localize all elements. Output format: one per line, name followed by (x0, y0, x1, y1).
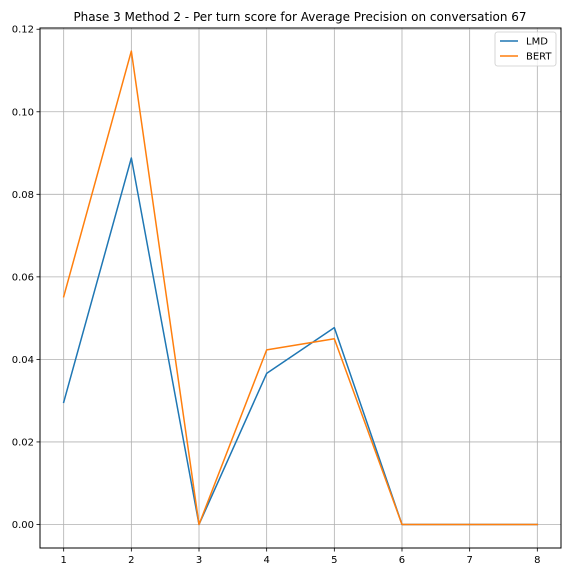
plot-frame (39, 27, 562, 549)
x-tick-label: 3 (196, 555, 202, 566)
axis-ticks: 1 2 3 4 5 6 7 8 0.00 0.02 0.04 0.06 0.08 0.10 0.12 (12, 25, 541, 566)
y-tick-label: 0.10 (12, 107, 34, 118)
chart-title: Phase 3 Method 2 - Per turn score for Av… (73, 10, 526, 24)
grid-lines (40, 28, 561, 548)
series-line-lmd (62, 157, 539, 526)
x-tick-label: 8 (534, 555, 540, 566)
y-tick-label: 0.00 (12, 520, 34, 531)
x-tick-label: 4 (263, 555, 269, 566)
series-line-bert (62, 50, 539, 526)
legend: LMD BERT (494, 31, 557, 67)
legend-label-bert: BERT (526, 52, 552, 63)
x-tick-label: 1 (60, 555, 66, 566)
y-tick-label: 0.08 (12, 190, 34, 201)
y-tick-label: 0.12 (12, 25, 34, 36)
y-tick-label: 0.04 (12, 355, 34, 366)
x-tick-label: 6 (399, 555, 405, 566)
y-tick-label: 0.06 (12, 272, 34, 283)
legend-label-lmd: LMD (526, 37, 548, 48)
plot-lines (62, 50, 539, 526)
x-tick-label: 2 (128, 555, 134, 566)
y-tick-label: 0.02 (12, 437, 34, 448)
x-tick-label: 7 (466, 555, 472, 566)
x-tick-label: 5 (331, 555, 337, 566)
